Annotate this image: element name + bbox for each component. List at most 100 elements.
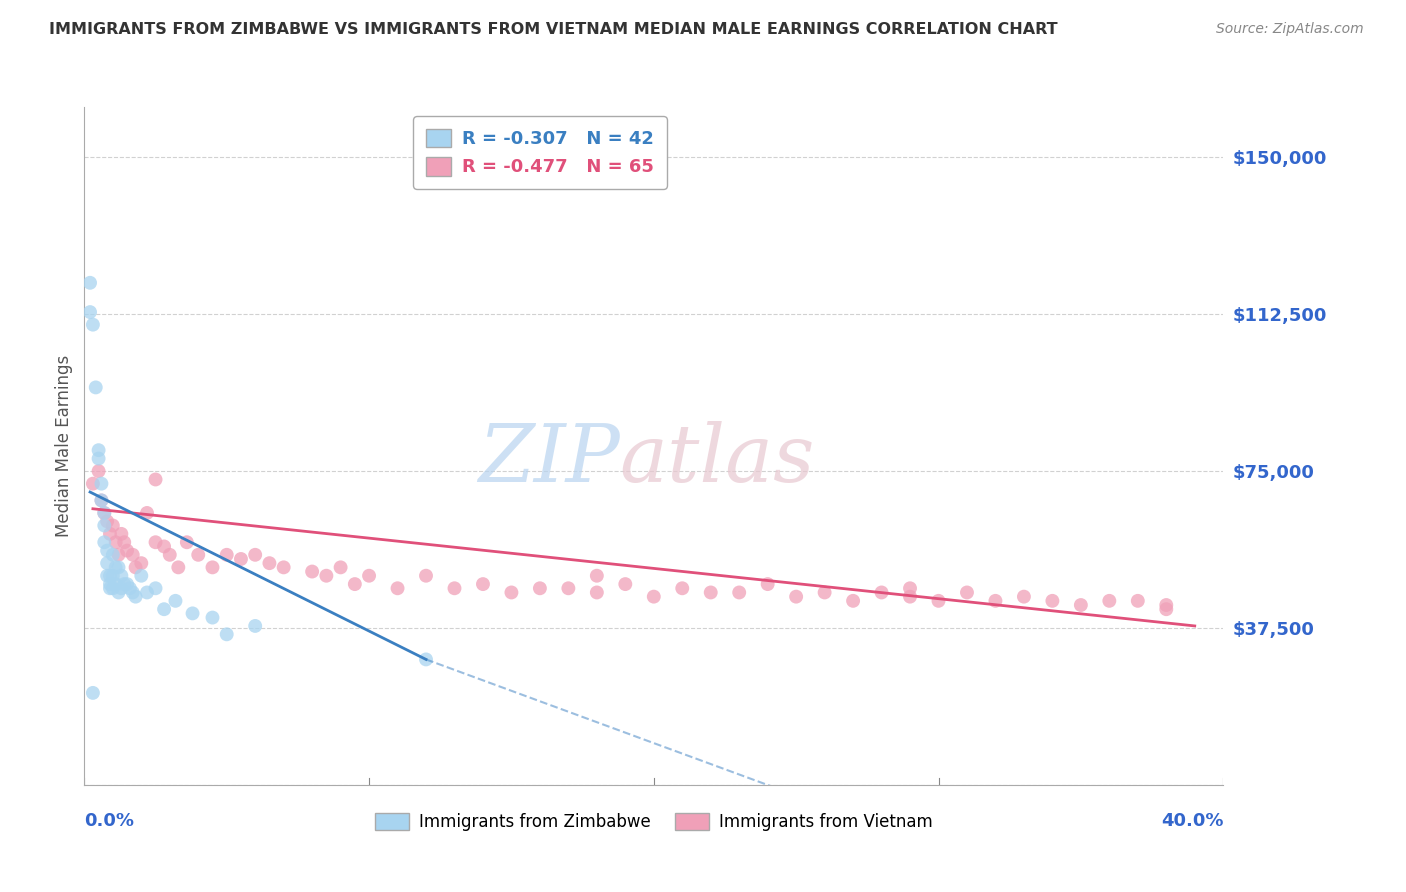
- Point: [101, 518, 124, 533]
- Point: [785, 590, 807, 604]
- Point: [90, 476, 112, 491]
- Point: [329, 560, 352, 574]
- Point: [443, 582, 465, 596]
- Legend: Immigrants from Zimbabwe, Immigrants from Vietnam: Immigrants from Zimbabwe, Immigrants fro…: [368, 806, 939, 838]
- Point: [96, 514, 118, 528]
- Point: [1070, 598, 1092, 612]
- Point: [301, 565, 323, 579]
- Point: [343, 577, 366, 591]
- Point: [82, 318, 104, 332]
- Point: [104, 560, 127, 574]
- Point: [415, 652, 437, 666]
- Point: [984, 594, 1007, 608]
- Point: [273, 560, 295, 574]
- Point: [98, 577, 121, 591]
- Point: [870, 585, 893, 599]
- Point: [93, 518, 115, 533]
- Point: [259, 556, 281, 570]
- Point: [124, 560, 146, 574]
- Point: [187, 548, 209, 562]
- Point: [201, 560, 224, 574]
- Point: [201, 610, 224, 624]
- Point: [557, 582, 579, 596]
- Point: [90, 493, 112, 508]
- Point: [472, 577, 495, 591]
- Point: [245, 619, 267, 633]
- Point: [215, 548, 238, 562]
- Point: [90, 493, 112, 508]
- Point: [159, 548, 181, 562]
- Point: [898, 582, 921, 596]
- Point: [153, 540, 176, 554]
- Point: [82, 476, 104, 491]
- Point: [671, 582, 693, 596]
- Point: [145, 473, 167, 487]
- Point: [107, 585, 129, 599]
- Point: [1098, 594, 1121, 608]
- Point: [229, 552, 252, 566]
- Point: [96, 543, 118, 558]
- Point: [728, 585, 751, 599]
- Point: [700, 585, 723, 599]
- Point: [87, 443, 110, 458]
- Point: [586, 568, 609, 582]
- Point: [93, 506, 115, 520]
- Point: [82, 686, 104, 700]
- Point: [115, 577, 138, 591]
- Point: [643, 590, 665, 604]
- Text: IMMIGRANTS FROM ZIMBABWE VS IMMIGRANTS FROM VIETNAM MEDIAN MALE EARNINGS CORRELA: IMMIGRANTS FROM ZIMBABWE VS IMMIGRANTS F…: [49, 22, 1057, 37]
- Point: [215, 627, 238, 641]
- Point: [98, 527, 121, 541]
- Point: [842, 594, 865, 608]
- Point: [387, 582, 409, 596]
- Point: [79, 276, 101, 290]
- Text: atlas: atlas: [620, 421, 815, 499]
- Point: [245, 548, 267, 562]
- Point: [898, 590, 921, 604]
- Point: [104, 535, 127, 549]
- Point: [315, 568, 337, 582]
- Point: [112, 577, 135, 591]
- Point: [101, 582, 124, 596]
- Point: [84, 380, 107, 394]
- Point: [121, 548, 143, 562]
- Point: [107, 560, 129, 574]
- Point: [98, 582, 121, 596]
- Point: [110, 568, 132, 582]
- Point: [956, 585, 979, 599]
- Point: [87, 451, 110, 466]
- Point: [814, 585, 837, 599]
- Point: [110, 582, 132, 596]
- Point: [118, 582, 141, 596]
- Point: [131, 556, 153, 570]
- Point: [529, 582, 551, 596]
- Point: [110, 527, 132, 541]
- Point: [93, 506, 115, 520]
- Point: [756, 577, 779, 591]
- Point: [359, 568, 381, 582]
- Point: [1156, 602, 1178, 616]
- Point: [928, 594, 950, 608]
- Text: 0.0%: 0.0%: [84, 812, 135, 830]
- Y-axis label: Median Male Earnings: Median Male Earnings: [55, 355, 73, 537]
- Point: [112, 535, 135, 549]
- Point: [87, 464, 110, 478]
- Point: [93, 535, 115, 549]
- Point: [614, 577, 637, 591]
- Point: [96, 556, 118, 570]
- Point: [124, 590, 146, 604]
- Point: [136, 585, 159, 599]
- Point: [101, 568, 124, 582]
- Point: [98, 568, 121, 582]
- Point: [415, 568, 437, 582]
- Point: [1042, 594, 1064, 608]
- Text: Source: ZipAtlas.com: Source: ZipAtlas.com: [1216, 22, 1364, 37]
- Point: [1156, 598, 1178, 612]
- Text: 40.0%: 40.0%: [1161, 812, 1223, 830]
- Point: [501, 585, 523, 599]
- Point: [107, 548, 129, 562]
- Point: [176, 535, 198, 549]
- Point: [586, 585, 609, 599]
- Point: [153, 602, 176, 616]
- Point: [181, 607, 204, 621]
